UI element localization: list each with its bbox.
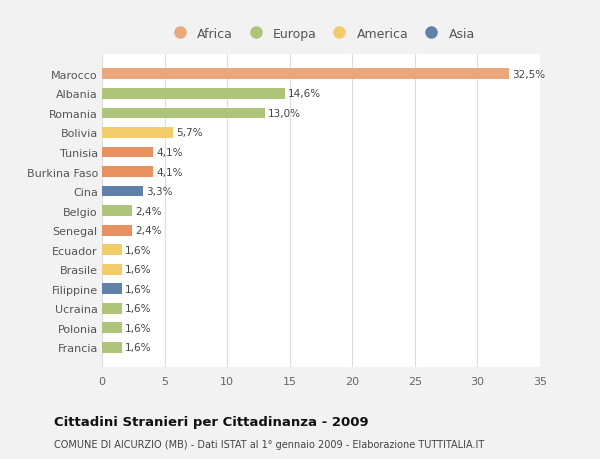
Bar <box>102 342 122 353</box>
Bar <box>102 186 143 197</box>
Text: 14,6%: 14,6% <box>288 89 321 99</box>
Bar <box>102 264 122 275</box>
Text: 4,1%: 4,1% <box>157 167 183 177</box>
Bar <box>102 206 132 217</box>
Text: 1,6%: 1,6% <box>125 343 152 353</box>
Text: Cittadini Stranieri per Cittadinanza - 2009: Cittadini Stranieri per Cittadinanza - 2… <box>54 415 368 428</box>
Text: 5,7%: 5,7% <box>176 128 203 138</box>
Bar <box>102 284 122 295</box>
Text: 1,6%: 1,6% <box>125 245 152 255</box>
Text: 1,6%: 1,6% <box>125 304 152 313</box>
Text: 1,6%: 1,6% <box>125 284 152 294</box>
Bar <box>102 323 122 334</box>
Bar <box>102 108 265 119</box>
Bar <box>102 128 173 139</box>
Text: 32,5%: 32,5% <box>512 70 545 79</box>
Bar <box>102 147 154 158</box>
Text: 4,1%: 4,1% <box>157 148 183 157</box>
Bar <box>102 69 509 80</box>
Text: COMUNE DI AICURZIO (MB) - Dati ISTAT al 1° gennaio 2009 - Elaborazione TUTTITALI: COMUNE DI AICURZIO (MB) - Dati ISTAT al … <box>54 439 484 449</box>
Text: 13,0%: 13,0% <box>268 109 301 118</box>
Legend: Africa, Europa, America, Asia: Africa, Europa, America, Asia <box>163 24 479 45</box>
Bar <box>102 303 122 314</box>
Bar <box>102 225 132 236</box>
Bar <box>102 245 122 256</box>
Text: 1,6%: 1,6% <box>125 323 152 333</box>
Text: 1,6%: 1,6% <box>125 265 152 274</box>
Bar <box>102 89 285 100</box>
Text: 2,4%: 2,4% <box>135 206 161 216</box>
Text: 2,4%: 2,4% <box>135 226 161 235</box>
Bar <box>102 167 154 178</box>
Text: 3,3%: 3,3% <box>146 187 173 196</box>
